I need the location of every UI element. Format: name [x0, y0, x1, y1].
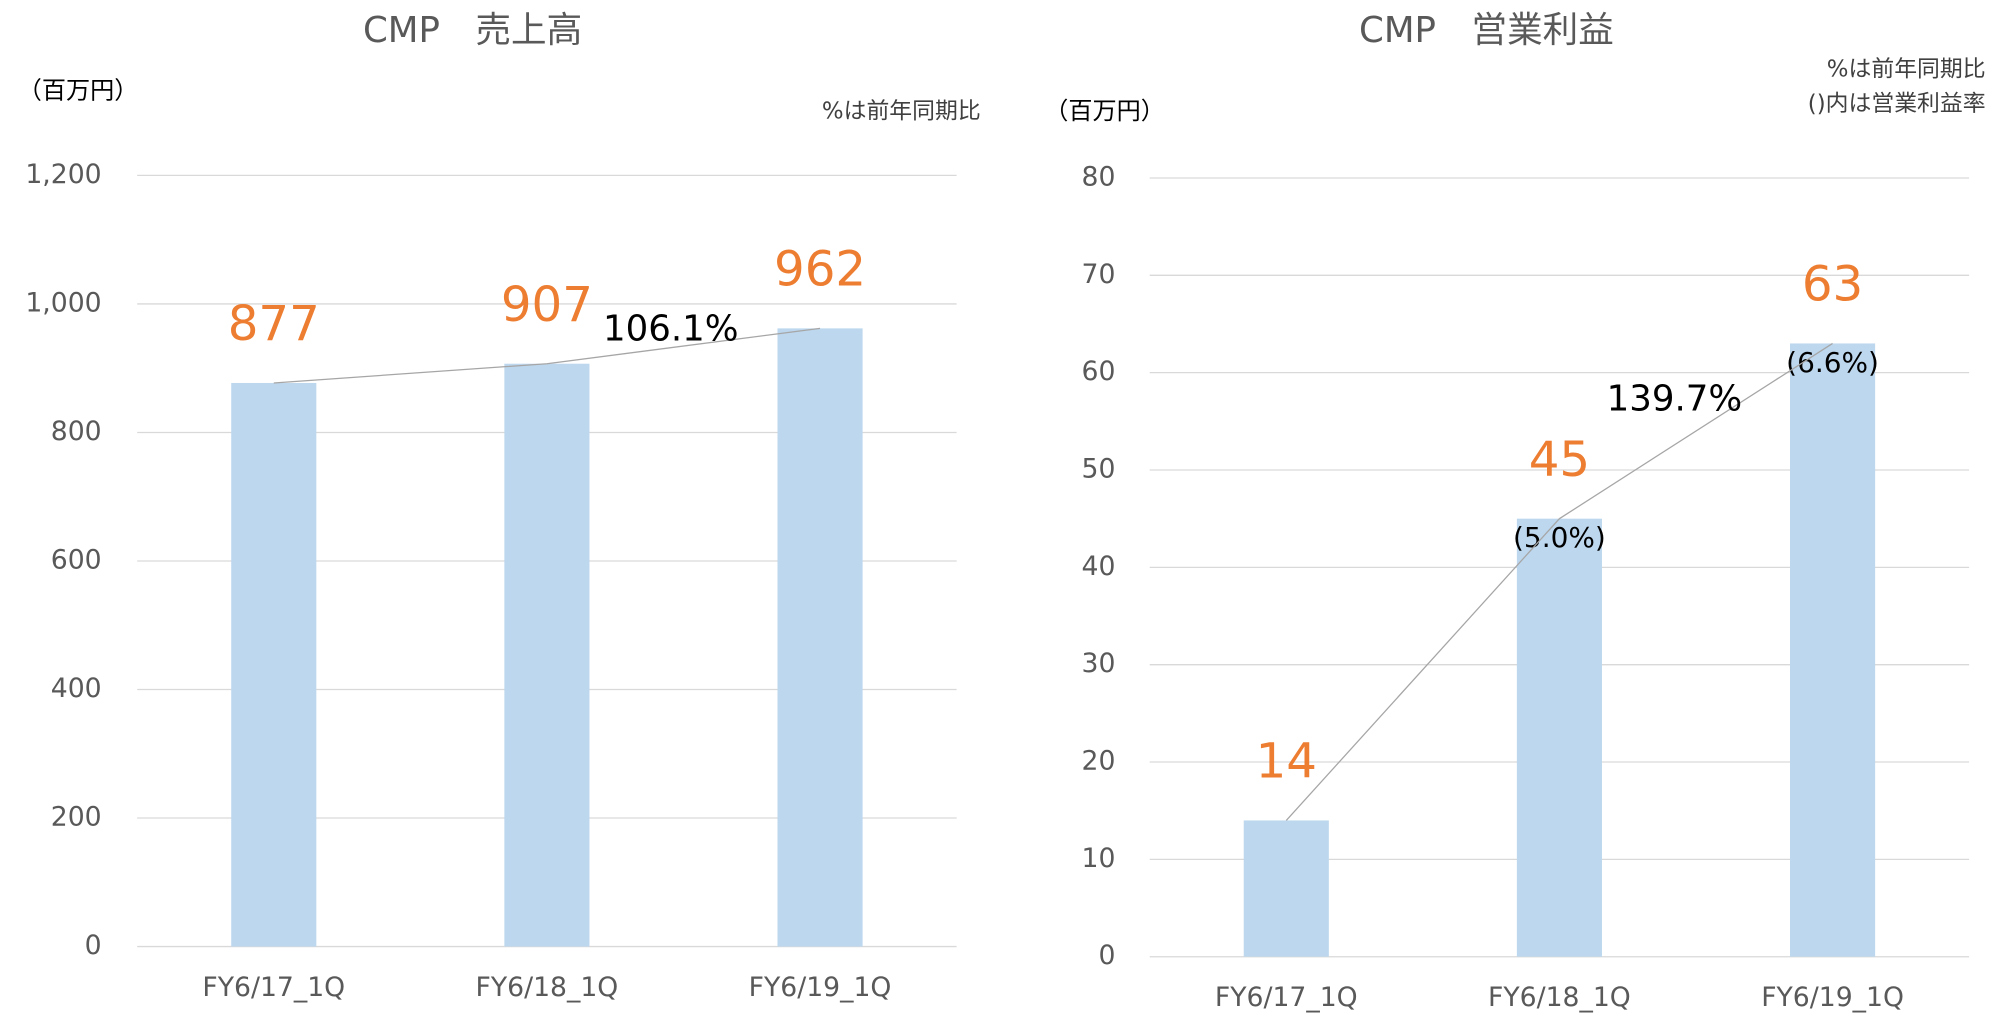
- value-label: 45: [1529, 432, 1590, 488]
- note: %は前年同期比: [1827, 56, 1986, 82]
- y-tick-label: 800: [51, 416, 102, 447]
- y-tick-label: 20: [1081, 746, 1115, 777]
- y-tick-label: 1,200: [25, 159, 101, 190]
- y-axis-unit: （百万円）: [1044, 97, 1165, 125]
- growth-label: 139.7%: [1607, 378, 1743, 419]
- note: %は前年同期比: [822, 98, 981, 124]
- bar: [777, 328, 863, 947]
- chart-title: CMP 売上高: [363, 10, 582, 51]
- y-tick-label: 80: [1081, 161, 1115, 192]
- trend-line: [1285, 342, 1833, 821]
- value-label: 907: [501, 277, 593, 333]
- y-tick-label: 70: [1081, 259, 1115, 290]
- value-label: 877: [228, 296, 320, 352]
- value-label: 63: [1802, 257, 1863, 313]
- x-tick-label: FY6/19_1Q: [749, 972, 892, 1003]
- margin-label: (5.0%): [1513, 521, 1606, 554]
- y-tick-label: 200: [51, 802, 102, 833]
- y-tick-label: 400: [51, 673, 102, 704]
- y-tick-label: 0: [85, 930, 102, 961]
- x-tick-label: FY6/19_1Q: [1761, 982, 1904, 1013]
- y-tick-label: 0: [1098, 940, 1115, 971]
- bar: [231, 382, 317, 947]
- y-tick-label: 10: [1081, 843, 1115, 874]
- x-tick-label: FY6/18_1Q: [1488, 982, 1631, 1013]
- x-tick-label: FY6/18_1Q: [476, 972, 619, 1003]
- y-tick-label: 50: [1081, 453, 1115, 484]
- growth-label: 106.1%: [603, 308, 739, 349]
- margin-label: (6.6%): [1786, 346, 1879, 379]
- note: ()内は営業利益率: [1808, 91, 1986, 117]
- value-label: 962: [774, 241, 866, 297]
- bar: [1790, 343, 1876, 957]
- bar: [1243, 820, 1329, 957]
- chart-title: CMP 営業利益: [1359, 10, 1614, 51]
- y-axis-unit: （百万円）: [18, 77, 139, 105]
- trend-line: [273, 327, 821, 384]
- y-tick-label: 40: [1081, 551, 1115, 582]
- value-label: 14: [1256, 734, 1317, 790]
- x-tick-label: FY6/17_1Q: [1215, 982, 1358, 1013]
- y-tick-label: 30: [1081, 648, 1115, 679]
- y-tick-label: 1,000: [25, 287, 101, 318]
- bar: [1516, 518, 1602, 957]
- bar: [504, 363, 590, 947]
- y-tick-label: 600: [51, 544, 102, 575]
- y-tick-label: 60: [1081, 356, 1115, 387]
- x-tick-label: FY6/17_1Q: [202, 972, 345, 1003]
